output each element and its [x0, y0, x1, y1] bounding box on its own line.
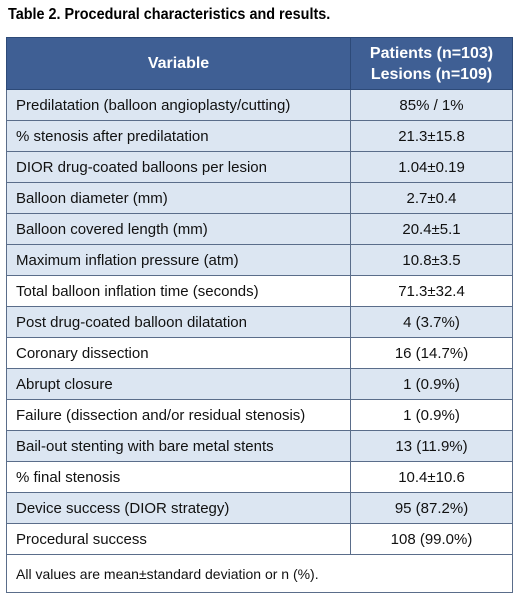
row-value: 95 (87.2%) — [350, 492, 513, 524]
row-label: Device success (DIOR strategy) — [6, 492, 351, 524]
row-value: 4 (3.7%) — [350, 306, 513, 338]
procedural-results-table: Variable Patients (n=103) Lesions (n=109… — [6, 37, 513, 593]
lesions-header: Lesions (n=109) — [370, 65, 493, 83]
table-caption: Table 2. Procedural characteristics and … — [8, 6, 331, 23]
table-footnote: All values are mean±standard deviation o… — [6, 554, 513, 593]
header-row: Variable Patients (n=103) Lesions (n=109… — [6, 37, 513, 90]
table-row: Predilatation (balloon angioplasty/cutti… — [6, 89, 513, 121]
row-value: 1.04±0.19 — [350, 151, 513, 183]
row-value: 10.4±10.6 — [350, 461, 513, 493]
row-label: Balloon covered length (mm) — [6, 213, 351, 245]
patients-lesions-header: Patients (n=103) Lesions (n=109) — [350, 37, 513, 90]
row-value: 1 (0.9%) — [350, 399, 513, 431]
table-row: Device success (DIOR strategy) 95 (87.2%… — [6, 492, 513, 524]
table-row: % final stenosis 10.4±10.6 — [6, 461, 513, 493]
row-value: 108 (99.0%) — [350, 523, 513, 555]
row-label: Maximum inflation pressure (atm) — [6, 244, 351, 276]
footnote-row: All values are mean±standard deviation o… — [6, 554, 513, 593]
table-row: Balloon covered length (mm) 20.4±5.1 — [6, 213, 513, 245]
row-label: % final stenosis — [6, 461, 351, 493]
row-value: 20.4±5.1 — [350, 213, 513, 245]
row-label: Balloon diameter (mm) — [6, 182, 351, 214]
row-label: Abrupt closure — [6, 368, 351, 400]
table-row: Failure (dissection and/or residual sten… — [6, 399, 513, 431]
table-row: Coronary dissection 16 (14.7%) — [6, 337, 513, 369]
row-label: Post drug-coated balloon dilatation — [6, 306, 351, 338]
row-value: 71.3±32.4 — [350, 275, 513, 307]
row-label: % stenosis after predilatation — [6, 120, 351, 152]
row-label: Predilatation (balloon angioplasty/cutti… — [6, 89, 351, 121]
table-row: Bail-out stenting with bare metal stents… — [6, 430, 513, 462]
row-label: Coronary dissection — [6, 337, 351, 369]
table-row: Balloon diameter (mm) 2.7±0.4 — [6, 182, 513, 214]
table-row: Abrupt closure 1 (0.9%) — [6, 368, 513, 400]
row-value: 2.7±0.4 — [350, 182, 513, 214]
row-value: 13 (11.9%) — [350, 430, 513, 462]
table-row: Procedural success 108 (99.0%) — [6, 523, 513, 555]
table-row: Maximum inflation pressure (atm) 10.8±3.… — [6, 244, 513, 276]
row-value: 85% / 1% — [350, 89, 513, 121]
table-row: % stenosis after predilatation 21.3±15.8 — [6, 120, 513, 152]
row-label: Failure (dissection and/or residual sten… — [6, 399, 351, 431]
table-row: Post drug-coated balloon dilatation 4 (3… — [6, 306, 513, 338]
table-row: Total balloon inflation time (seconds) 7… — [6, 275, 513, 307]
row-value: 10.8±3.5 — [350, 244, 513, 276]
row-value: 21.3±15.8 — [350, 120, 513, 152]
row-label: Bail-out stenting with bare metal stents — [6, 430, 351, 462]
row-value: 1 (0.9%) — [350, 368, 513, 400]
table-row: DIOR drug-coated balloons per lesion 1.0… — [6, 151, 513, 183]
patients-header: Patients (n=103) — [369, 44, 494, 62]
variable-header: Variable — [6, 37, 351, 90]
row-label: DIOR drug-coated balloons per lesion — [6, 151, 351, 183]
row-label: Procedural success — [6, 523, 351, 555]
row-label: Total balloon inflation time (seconds) — [6, 275, 351, 307]
row-value: 16 (14.7%) — [350, 337, 513, 369]
